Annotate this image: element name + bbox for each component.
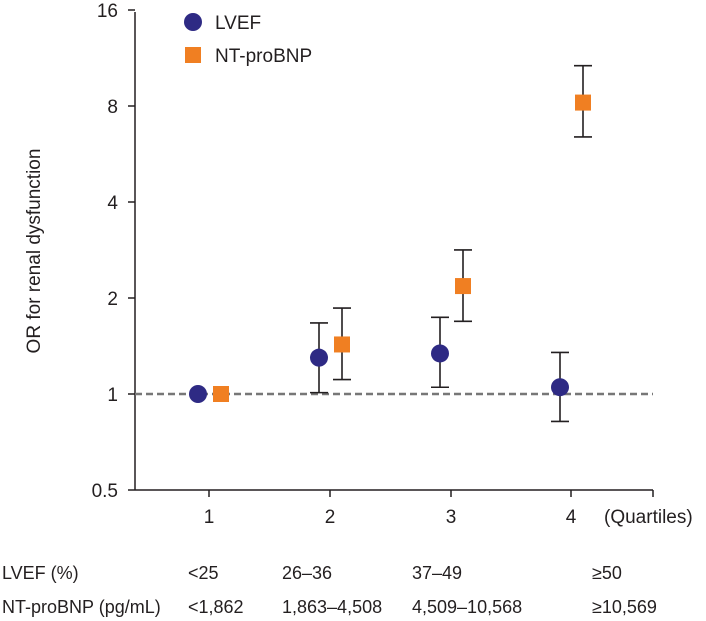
lvef-point xyxy=(431,344,449,363)
table-row-label: LVEF (%) xyxy=(2,563,79,583)
x-tick-label: 1 xyxy=(204,507,215,528)
table-cell: 1,863–4,508 xyxy=(282,597,382,617)
legend-label: LVEF xyxy=(215,13,261,34)
y-tick-label: 16 xyxy=(97,1,118,22)
table-cell: 37–49 xyxy=(412,563,462,583)
lvef-point xyxy=(310,348,328,367)
lvef-point xyxy=(551,378,569,397)
x-axis-label: (Quartiles) xyxy=(604,507,693,528)
y-tick-label: 2 xyxy=(107,289,118,310)
lvef-point xyxy=(189,385,207,403)
table-cell: <25 xyxy=(188,563,219,583)
ntprobnp-point xyxy=(213,386,229,402)
table-cell: 4,509–10,568 xyxy=(412,597,522,617)
legend-marker-ntprobnp xyxy=(185,47,201,63)
legend-label: NT-proBNP xyxy=(215,46,312,67)
ntprobnp-point xyxy=(455,278,471,295)
y-tick-label: 8 xyxy=(107,97,118,118)
legend-marker-lvef xyxy=(184,13,202,31)
ntprobnp-point xyxy=(334,336,350,353)
y-tick-label: 4 xyxy=(107,193,118,214)
ntprobnp-point xyxy=(575,94,591,111)
x-tick-label: 2 xyxy=(325,507,336,528)
table-row-label: NT-proBNP (pg/mL) xyxy=(2,597,161,617)
y-tick-label: 0.5 xyxy=(92,481,118,502)
table-cell: 26–36 xyxy=(282,563,332,583)
y-tick-label: 1 xyxy=(107,385,118,406)
x-tick-label: 3 xyxy=(446,507,457,528)
x-tick-label: 4 xyxy=(566,507,577,528)
table-cell: <1,862 xyxy=(188,597,244,617)
y-axis-label: OR for renal dysfunction xyxy=(24,149,45,354)
table-cell: ≥50 xyxy=(592,563,622,583)
table-cell: ≥10,569 xyxy=(592,597,657,617)
